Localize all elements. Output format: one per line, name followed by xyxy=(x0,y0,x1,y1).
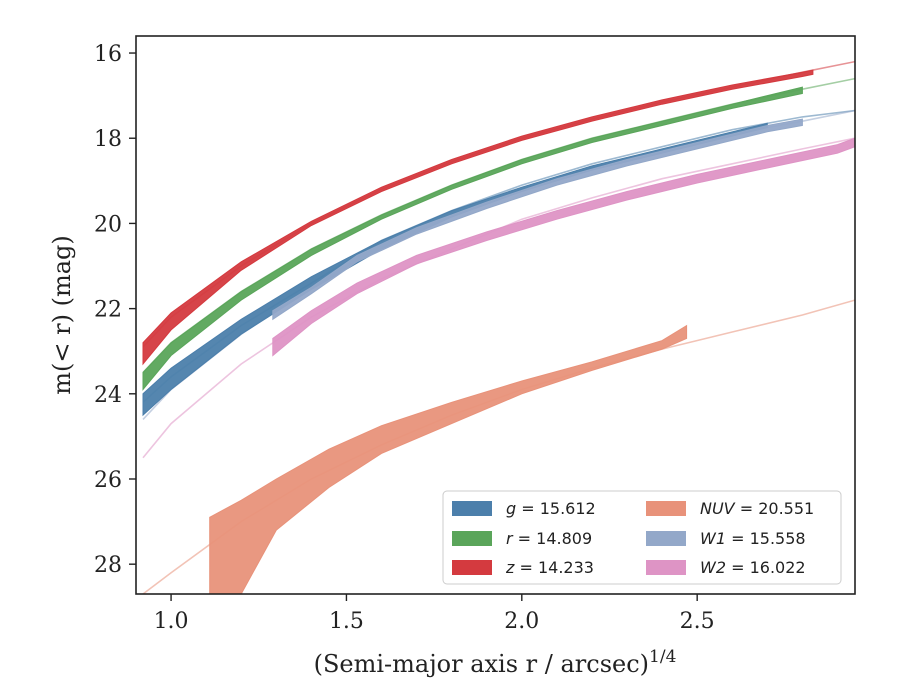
legend-label-z: z = 14.233 xyxy=(505,558,594,577)
measurement-bands xyxy=(142,69,855,594)
x-axis-title-superscript: 1/4 xyxy=(649,647,676,667)
y-tick-label: 28 xyxy=(94,553,122,578)
legend-swatch-w2 xyxy=(646,560,686,575)
x-tick-label: 1.0 xyxy=(154,609,189,634)
band-w1 xyxy=(272,118,803,321)
y-axis-title: m(< r) (mag) xyxy=(48,235,76,394)
y-tick-label: 16 xyxy=(94,42,122,67)
y-axis-ticks: 16 18 20 22 24 26 28 xyxy=(94,42,136,578)
legend: g = 15.612 r = 14.809 z = 14.233 NUV = 20.5… xyxy=(442,490,842,585)
legend-label-w2: W2 = 16.022 xyxy=(700,558,806,577)
legend-label-w1: W1 = 15.558 xyxy=(700,529,806,548)
legend-label-nuv: NUV = 20.551 xyxy=(700,499,814,518)
band-nuv xyxy=(209,324,688,594)
y-tick-label: 20 xyxy=(94,212,122,237)
band-z xyxy=(142,69,814,366)
y-tick-label: 26 xyxy=(94,468,122,493)
band-w2 xyxy=(272,137,855,357)
band-r xyxy=(142,86,803,391)
legend-swatch-w1 xyxy=(646,531,686,546)
y-tick-label: 22 xyxy=(94,298,122,323)
y-tick-label: 24 xyxy=(94,383,122,408)
legend-items: g = 15.612 r = 14.809 z = 14.233 NUV = 20.5… xyxy=(452,499,814,577)
legend-swatch-nuv xyxy=(646,501,686,516)
x-tick-label: 2.5 xyxy=(680,609,715,634)
legend-box xyxy=(442,490,842,585)
x-axis-title-main: (Semi-major axis r / arcsec) xyxy=(314,650,649,678)
x-axis-ticks: 1.0 1.5 2.0 2.5 xyxy=(154,594,715,634)
x-tick-label: 2.0 xyxy=(504,609,539,634)
y-tick-label: 18 xyxy=(94,127,122,152)
x-tick-label: 1.5 xyxy=(329,609,364,634)
legend-swatch-z xyxy=(452,560,492,575)
legend-label-g: g = 15.612 xyxy=(506,499,596,518)
legend-label-r: r = 14.809 xyxy=(506,529,592,548)
legend-swatch-r xyxy=(452,531,492,546)
plot-frame xyxy=(135,35,856,595)
legend-swatch-g xyxy=(452,501,492,516)
x-axis-title: (Semi-major axis r / arcsec)1/4 xyxy=(314,647,677,678)
